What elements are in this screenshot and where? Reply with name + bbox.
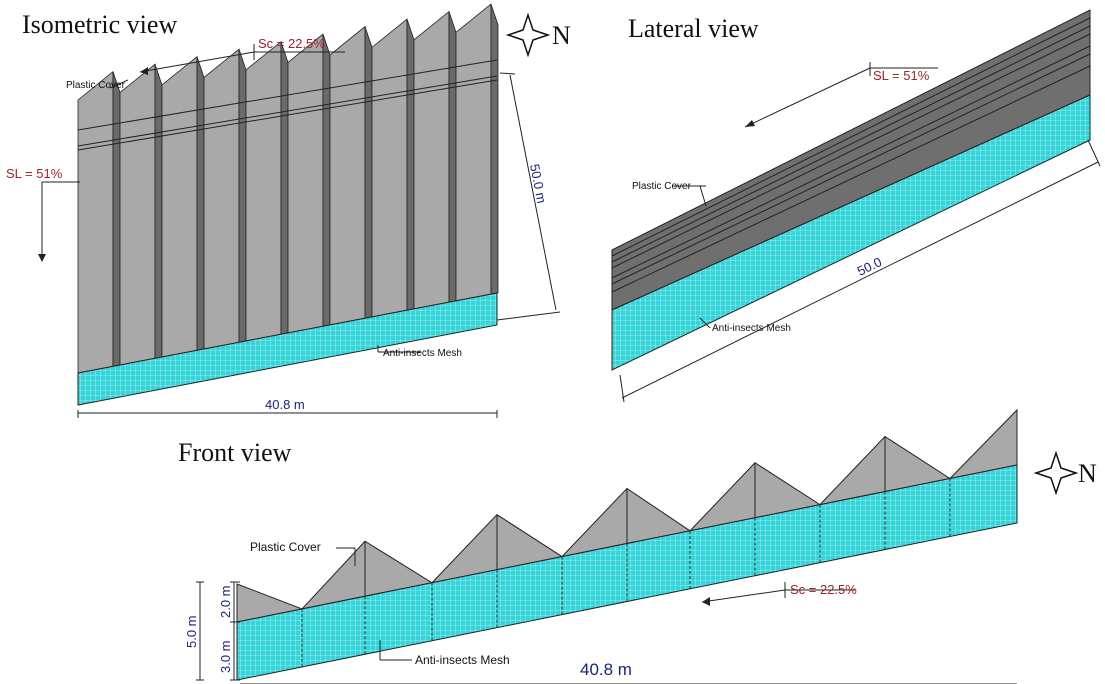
dim-line	[497, 312, 560, 320]
label: Anti-insects Mesh	[415, 653, 510, 667]
arrow-head	[38, 254, 46, 262]
label: Plastic Cover	[66, 80, 126, 91]
slope-label: SL = 51%	[873, 68, 930, 83]
panel	[330, 27, 365, 325]
north-star	[508, 15, 548, 55]
panel	[162, 57, 197, 357]
cover-label: Plastic Cover	[632, 181, 692, 192]
front-view: Front view Plastic Cover Sc = 22.5% 5.0 m 2.…	[178, 410, 1097, 684]
panel	[155, 64, 162, 358]
arrow-head	[702, 597, 710, 606]
view-title: Lateral view	[628, 14, 759, 43]
label: SL = 51%	[6, 166, 63, 181]
panel	[372, 19, 407, 317]
label: 5.0 m	[184, 615, 199, 648]
label: N	[552, 21, 571, 50]
panel	[288, 34, 323, 333]
panel	[281, 42, 288, 335]
label: 2.0 m	[218, 585, 233, 618]
label: 3.0 m	[218, 640, 233, 673]
label: Anti-insects Mesh	[383, 348, 462, 359]
dim-line	[702, 590, 785, 602]
panel	[239, 49, 246, 342]
diagram: Isometric view Sc = 22.5% Plastic Cover SL …	[0, 0, 1105, 684]
panel	[204, 49, 239, 349]
label: 50.0 m	[527, 163, 549, 205]
label: Sc = 22.5%	[258, 36, 325, 51]
arrow-head	[745, 120, 755, 127]
panel	[323, 34, 330, 326]
panel	[414, 12, 449, 309]
label: N	[1078, 459, 1097, 488]
panel	[456, 4, 491, 301]
dim-line	[500, 73, 515, 74]
panel	[113, 72, 120, 367]
mesh-label: Anti-insects Mesh	[712, 323, 791, 334]
label: Isometric view	[22, 10, 177, 39]
label: 40.8 m	[580, 660, 632, 679]
label: 40.8 m	[265, 397, 305, 412]
panel	[120, 64, 155, 365]
label: Sc = 22.5%	[790, 582, 857, 597]
panel	[78, 72, 113, 373]
label: Plastic Cover	[250, 540, 321, 554]
panel	[197, 57, 204, 351]
isometric-view: Isometric view Sc = 22.5% Plastic Cover SL …	[6, 4, 571, 418]
panel	[407, 19, 414, 310]
lateral-view: Lateral view SL = 51% Plastic Cover 50.0…	[612, 10, 1100, 402]
north-star	[1036, 453, 1076, 493]
label: Front view	[178, 438, 292, 467]
panel	[449, 12, 456, 303]
panel	[246, 42, 281, 341]
panel	[491, 4, 498, 294]
panel	[365, 27, 372, 319]
